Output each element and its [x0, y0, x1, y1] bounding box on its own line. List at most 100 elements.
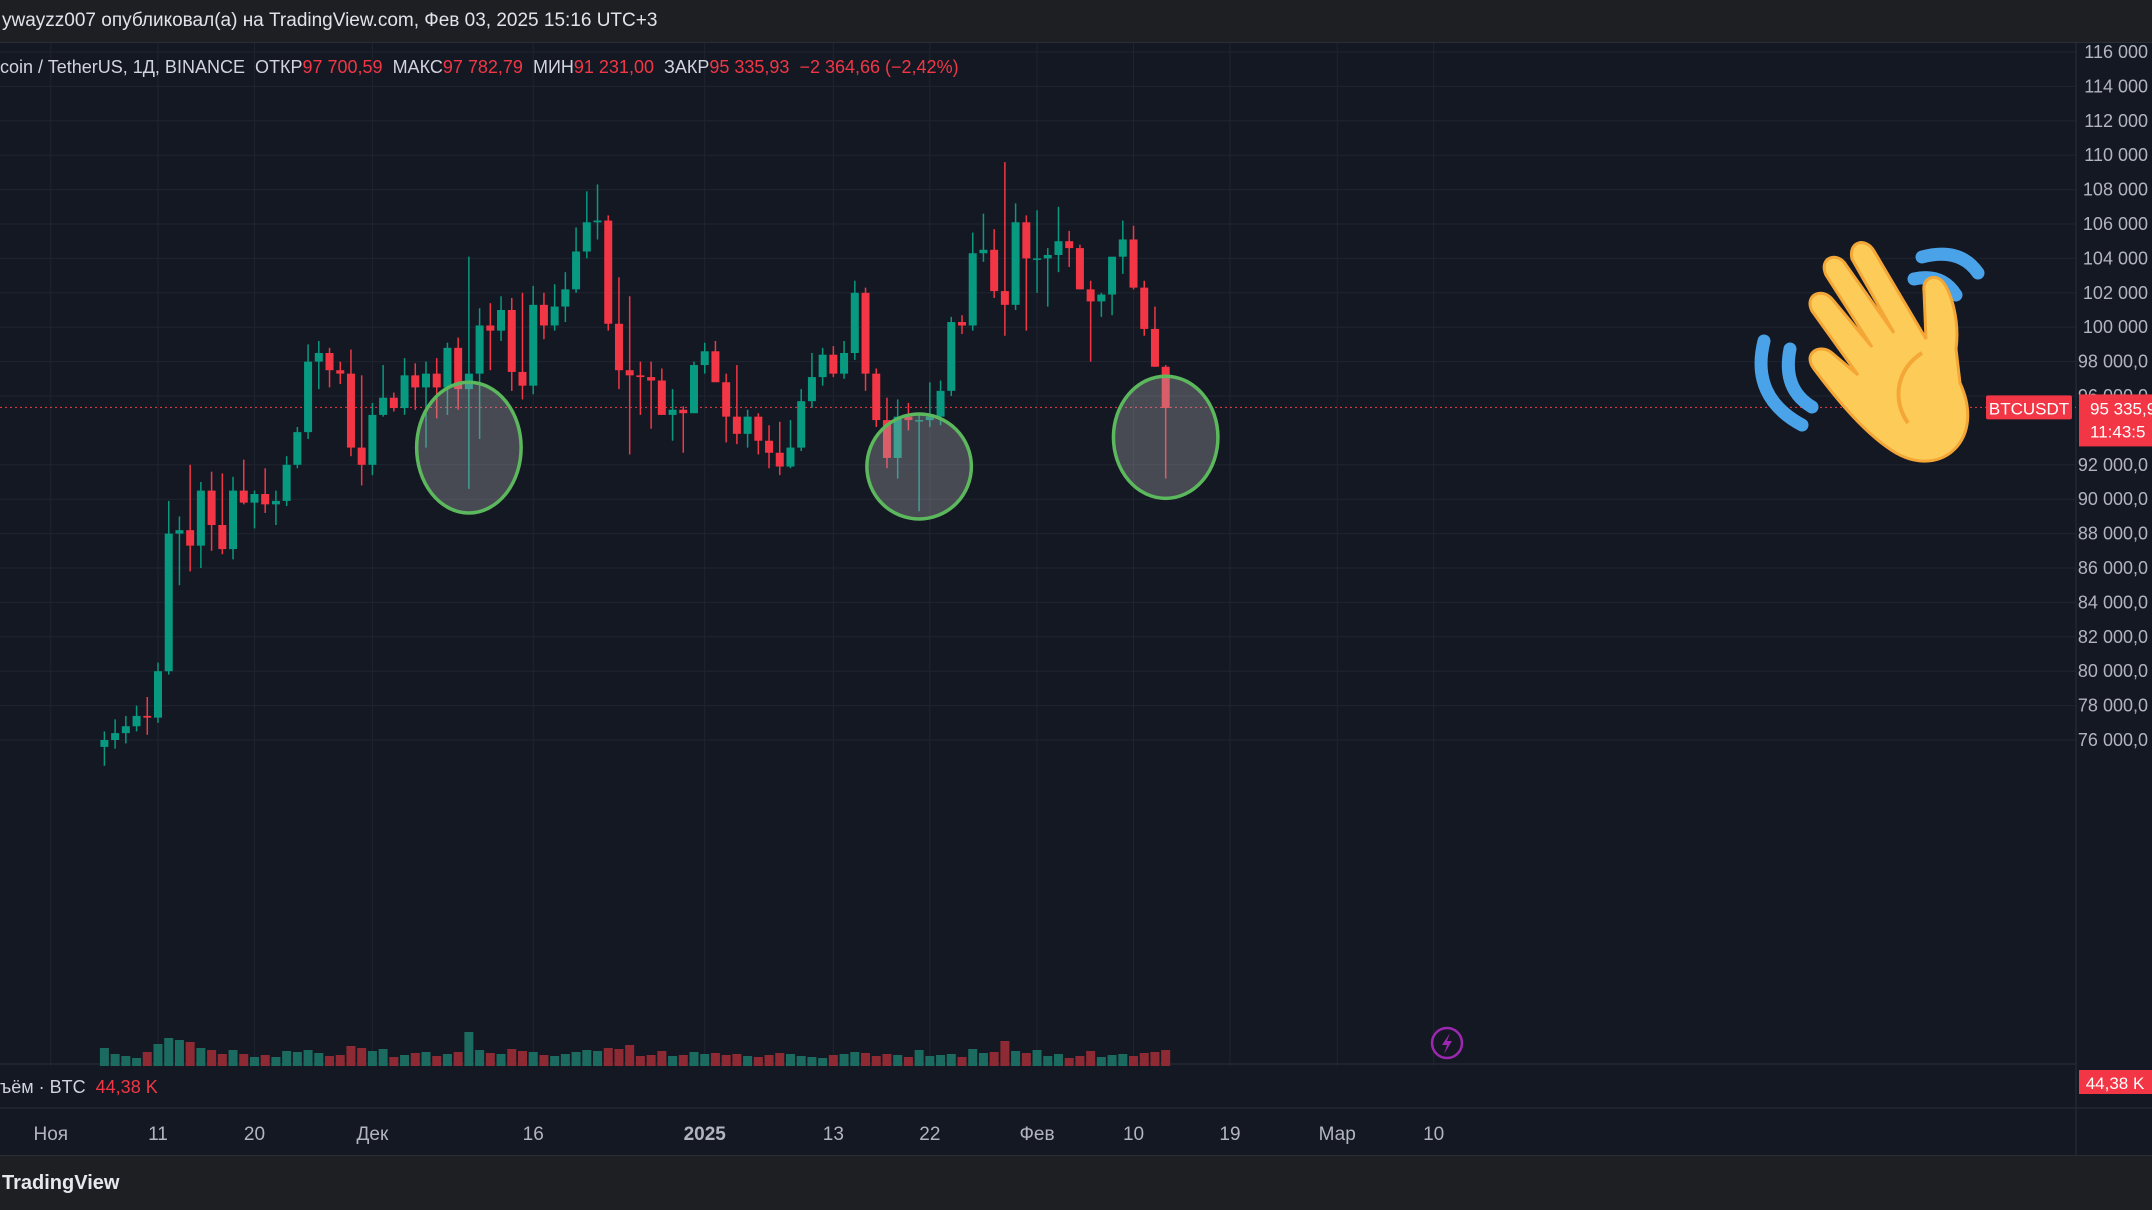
volume-bar [743, 1056, 753, 1066]
candle-body [625, 370, 634, 376]
time-tick-label: 22 [919, 1124, 940, 1145]
lightning-bolt [1442, 1033, 1452, 1054]
candle-body [722, 382, 731, 417]
candle-body [293, 432, 302, 465]
candle-body [700, 351, 709, 366]
volume-bar [496, 1054, 506, 1066]
candle-body [850, 292, 859, 353]
symbol-badge-text: BTCUSDT [1989, 399, 2069, 418]
candle-body [239, 490, 248, 503]
volume-bar [614, 1049, 624, 1066]
support-circle-2[interactable] [865, 412, 974, 521]
candle-body [925, 416, 934, 421]
brand-logo[interactable]: TradingView [2, 1171, 120, 1194]
candle-body [958, 322, 966, 326]
price-tick-label: 100 000 [2083, 317, 2148, 337]
volume-bar [646, 1055, 656, 1066]
volume-bar [1053, 1054, 1063, 1066]
volume-bar [796, 1056, 806, 1066]
candle-body [968, 253, 977, 326]
price-tick-label: 104 000 [2083, 248, 2148, 268]
volume-bar [828, 1055, 838, 1066]
volume-bar [99, 1048, 109, 1066]
legend-high-label: МАКС [392, 57, 443, 77]
volume-bar [249, 1057, 259, 1066]
volume-bar [1150, 1052, 1160, 1066]
candle-body [572, 251, 581, 290]
candle-body [164, 533, 173, 672]
volume-bar [1075, 1056, 1085, 1066]
time-tick-label: 11 [148, 1124, 168, 1145]
candle-body [711, 351, 720, 383]
volume-legend: ъём · BTC 44,38 K [0, 1077, 158, 1098]
volume-bar [689, 1052, 699, 1066]
volume-bar [1086, 1051, 1096, 1066]
candle-body [582, 222, 591, 252]
volume-bar [903, 1057, 913, 1066]
candle-body [604, 220, 613, 324]
volume-bar [807, 1057, 817, 1066]
volume-bar [528, 1052, 538, 1066]
support-circle-3[interactable] [1111, 374, 1220, 501]
volume-bar [110, 1054, 120, 1066]
volume-bar [485, 1053, 495, 1066]
candle-body [443, 347, 452, 388]
volume-bar [871, 1056, 881, 1066]
volume-bar [346, 1046, 356, 1066]
time-tick-label: 10 [1423, 1124, 1444, 1145]
volume-label: ъём · BTC [0, 1077, 86, 1097]
candle-body [1140, 287, 1149, 329]
volume-bar [550, 1056, 560, 1066]
volume-bar [464, 1032, 474, 1066]
candle-body [336, 370, 345, 374]
volume-bar [421, 1052, 431, 1066]
lightning-icon[interactable] [1430, 1026, 1464, 1060]
candle-body [143, 715, 152, 718]
volume-bar [1000, 1041, 1010, 1066]
volume-bar [442, 1054, 452, 1066]
candle-body [507, 310, 516, 372]
candle-body [947, 322, 956, 391]
volume-bar [1161, 1050, 1171, 1066]
volume-bar [721, 1055, 731, 1066]
price-tick-label: 92 000,0 [2078, 455, 2148, 475]
legend-symbol: coin / TetherUS, 1Д, BINANCE [0, 57, 245, 77]
legend-low-value: 91 231,00 [573, 57, 654, 77]
volume-bar [153, 1044, 163, 1066]
price-tick-label: 116 000 [2084, 43, 2148, 62]
volume-bar [668, 1056, 678, 1066]
volume-bar [260, 1055, 270, 1066]
price-tick-label: 102 000 [2083, 283, 2148, 303]
chart-area[interactable]: 116 000 114 000 112 000 110 000 108 000 106 0… [0, 43, 2152, 1155]
volume-bar [1064, 1058, 1074, 1066]
candle-body [261, 494, 270, 505]
volume-bar [893, 1055, 903, 1066]
legend-close-label: ЗАКР [663, 57, 710, 77]
price-badge [2079, 394, 2152, 447]
candlestick-chart[interactable]: 116 000 114 000 112 000 110 000 108 000 106 0… [0, 43, 2152, 1155]
volume-bar [1096, 1057, 1106, 1066]
volume-bar [475, 1050, 485, 1066]
candle-body [1000, 291, 1009, 305]
candle-body [432, 373, 441, 388]
candle-body [539, 304, 548, 326]
volume-bar [936, 1055, 946, 1066]
time-tick-label: Ноя [34, 1124, 69, 1145]
candle-body [872, 373, 881, 421]
candle-body [936, 390, 945, 417]
candle-body [775, 452, 784, 467]
support-circle-1[interactable] [414, 380, 523, 515]
candle-body [379, 397, 388, 415]
candle-body [657, 380, 666, 415]
candle-body [915, 420, 924, 422]
candle-body [893, 416, 902, 458]
candle-body [1054, 241, 1063, 255]
candle-body [518, 371, 527, 386]
volume-bar [560, 1054, 570, 1066]
time-tick-label: Мар [1319, 1124, 1356, 1145]
candle-body [389, 397, 398, 409]
volume-bar [1129, 1056, 1139, 1066]
volume-bar [314, 1053, 324, 1066]
candle-body [829, 354, 838, 374]
candle-body [1150, 328, 1159, 367]
